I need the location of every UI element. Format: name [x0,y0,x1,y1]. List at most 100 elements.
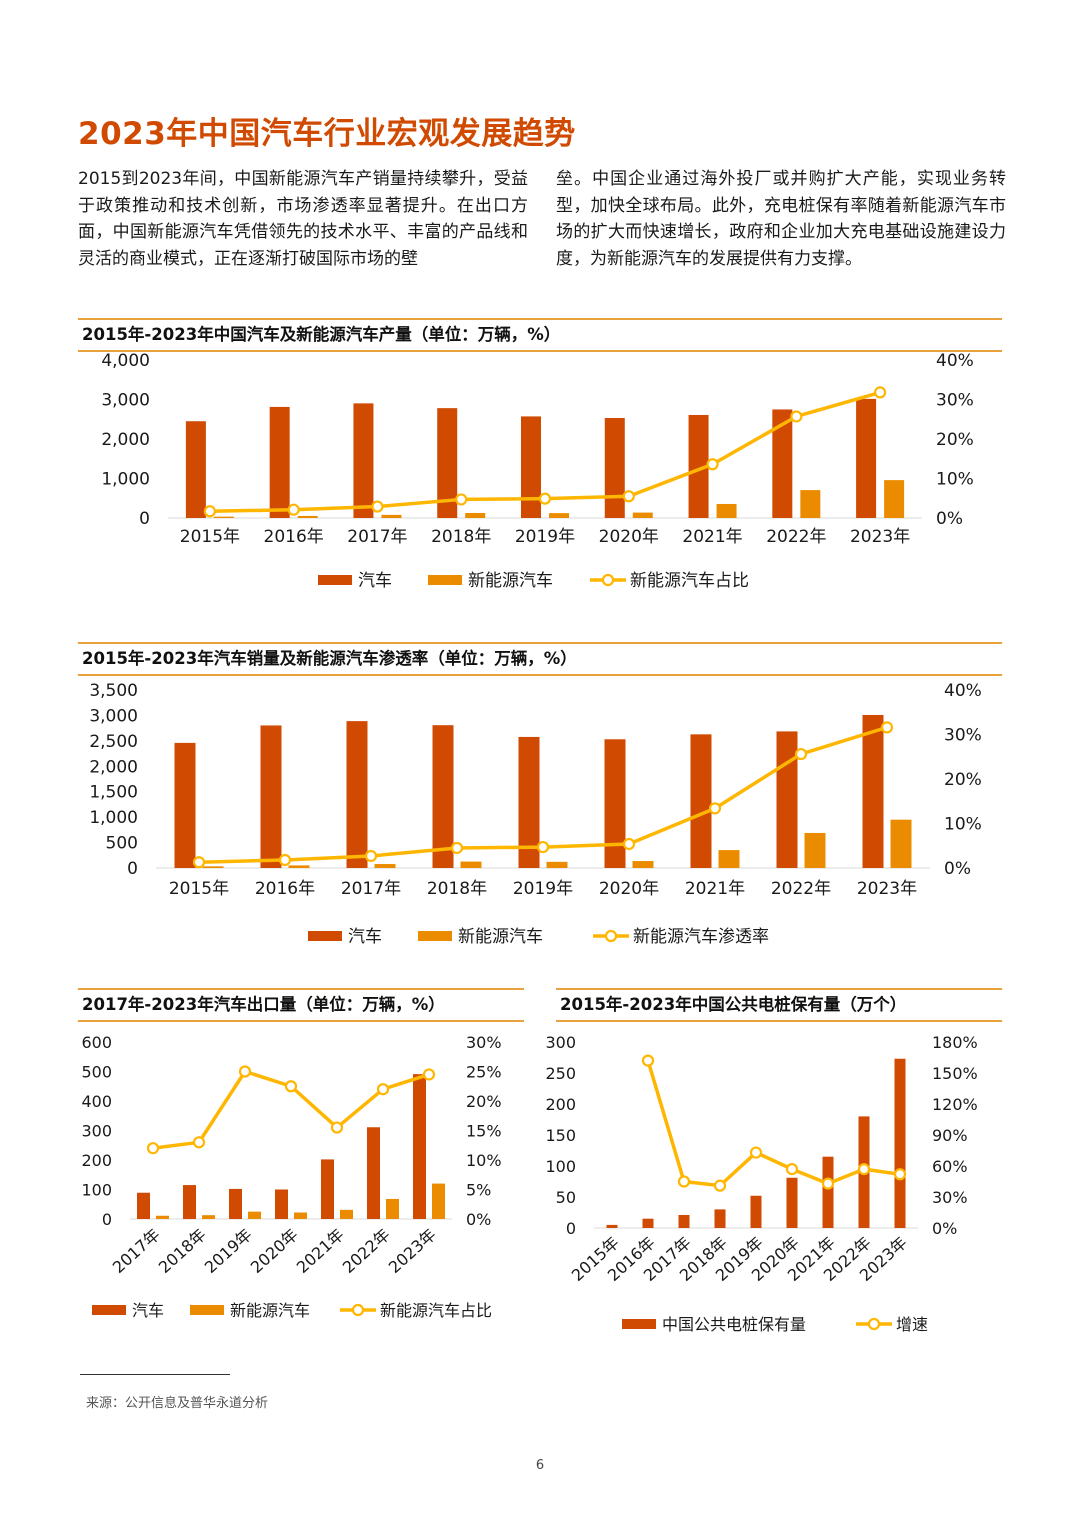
x-tick-label: 2017年 [109,1225,164,1277]
line-point [287,503,300,516]
y2-tick-label: 10% [944,815,982,835]
export-chart: 2017年-2023年汽车出口量（单位：万辆，%） 0 100 200 300 400 5… [78,988,524,1338]
line-point [376,1083,390,1096]
bar-secondary [460,861,482,868]
bar-main [856,398,877,518]
line-point [330,1121,344,1134]
y2-tick-label: 40% [936,351,974,371]
bar-secondary [890,819,912,868]
bar-main [183,1185,196,1219]
x-tick-label: 2019年 [513,879,573,899]
x-tick-label: 2015年 [169,879,229,899]
x-tick-label: 2018年 [427,879,487,899]
x-tick-label: 2016年 [264,527,324,547]
y2-tick-label: 30% [466,1033,502,1052]
bar-main [786,1177,798,1228]
legend-label: 新能源汽车占比 [380,1301,492,1320]
legend-swatch [428,575,462,585]
export-chart-svg: 0 100 200 300 400 500 600 0% 5% 10% 15% 20% 25% 30% 20… [81,1033,502,1320]
x-tick-label: 2023年 [857,879,917,899]
legend-label: 汽车 [132,1301,164,1320]
line-point [622,837,636,851]
x-tick-label: 2019年 [515,527,575,547]
line-point [422,1068,436,1081]
x-tick-label: 2020年 [247,1225,302,1277]
bar-main [353,403,374,518]
bar-secondary [294,1212,307,1219]
x-tick-label: 2015年 [180,527,240,547]
bar-secondary [716,503,737,518]
bar-main [642,1218,654,1228]
y-tick-label: 600 [81,1033,112,1052]
legend-swatch [418,931,452,941]
bar-main [750,1195,762,1228]
production-chart-svg: 0 1,000 2,000 3,000 4,000 0% 10% 20% 30% 40% 2015年… [101,351,974,591]
y-tick-label: 100 [81,1181,112,1200]
bar-main [776,731,798,868]
y2-tick-label: 40% [944,681,982,701]
bar-main [260,725,282,868]
y2-tick-label: 90% [932,1126,968,1145]
legend-swatch [308,931,342,941]
legend-line-marker [351,1303,365,1317]
line-point [857,1163,871,1176]
y2-tick-label: 5% [466,1181,491,1200]
y-tick-label: 3,000 [89,706,138,726]
y2-tick-label: 0% [932,1219,957,1238]
bar-main [688,414,709,518]
chart-title: 2017年-2023年汽车出口量（单位：万辆，%） [78,988,524,1022]
line-point [278,853,292,867]
bar-secondary [374,864,396,868]
line-point [790,410,803,423]
y2-tick-label: 15% [466,1122,502,1141]
footnote-rule [80,1374,230,1375]
bar-main [690,734,712,868]
y-tick-label: 3,000 [101,391,150,411]
legend-label: 新能源汽车渗透率 [633,927,769,947]
bar-secondary [288,865,310,868]
y-tick-label: 1,500 [89,783,138,803]
line-point [677,1175,691,1188]
bar-main [678,1214,690,1228]
bar-secondary [432,1183,445,1219]
line-point [284,1080,298,1093]
bar-main [772,409,793,518]
bar-main [321,1159,334,1219]
y-tick-label: 50 [556,1188,576,1207]
y2-tick-label: 0% [936,509,963,529]
y-tick-label: 500 [106,834,138,854]
y-tick-label: 2,500 [89,732,138,752]
y-tick-label: 150 [545,1126,576,1145]
production-chart: 2015年-2023年中国汽车及新能源汽车产量（单位：万辆，%） 0 1,000 2… [78,318,1002,618]
bar-secondary [804,832,826,868]
y-tick-label: 1,000 [89,808,138,828]
x-tick-label: 2022年 [771,879,831,899]
legend-label: 新能源汽车占比 [630,571,749,591]
x-tick-label: 2021年 [685,879,745,899]
intro-paragraph-right: 垒。中国企业通过海外投厂或并购扩大产能，实现业务转型，加快全球布局。此外，充电桩… [556,169,1006,269]
legend-label: 新能源汽车 [230,1301,310,1320]
line-point [455,493,468,506]
bar-secondary [632,512,653,518]
bar-secondary [156,1215,169,1219]
y-tick-label: 100 [545,1157,576,1176]
bar-main [604,417,625,518]
bar-secondary [213,516,234,518]
page-number: 6 [535,1458,545,1473]
bar-secondary [884,480,905,518]
line-point [893,1168,907,1181]
y-tick-label: 1,000 [101,470,150,490]
bar-secondary [202,866,224,868]
bar-secondary [202,1215,215,1219]
x-tick-label: 2017年 [347,527,407,547]
y2-tick-label: 30% [944,726,982,746]
y-tick-label: 0 [127,859,138,879]
line-point [238,1065,252,1078]
bar-secondary [386,1198,399,1219]
x-tick-label: 2022年 [766,527,826,547]
bar-secondary [465,512,486,518]
line-point [874,386,887,399]
bar-main [185,421,206,518]
bar-secondary [632,861,654,868]
y-tick-label: 2,000 [89,757,138,777]
